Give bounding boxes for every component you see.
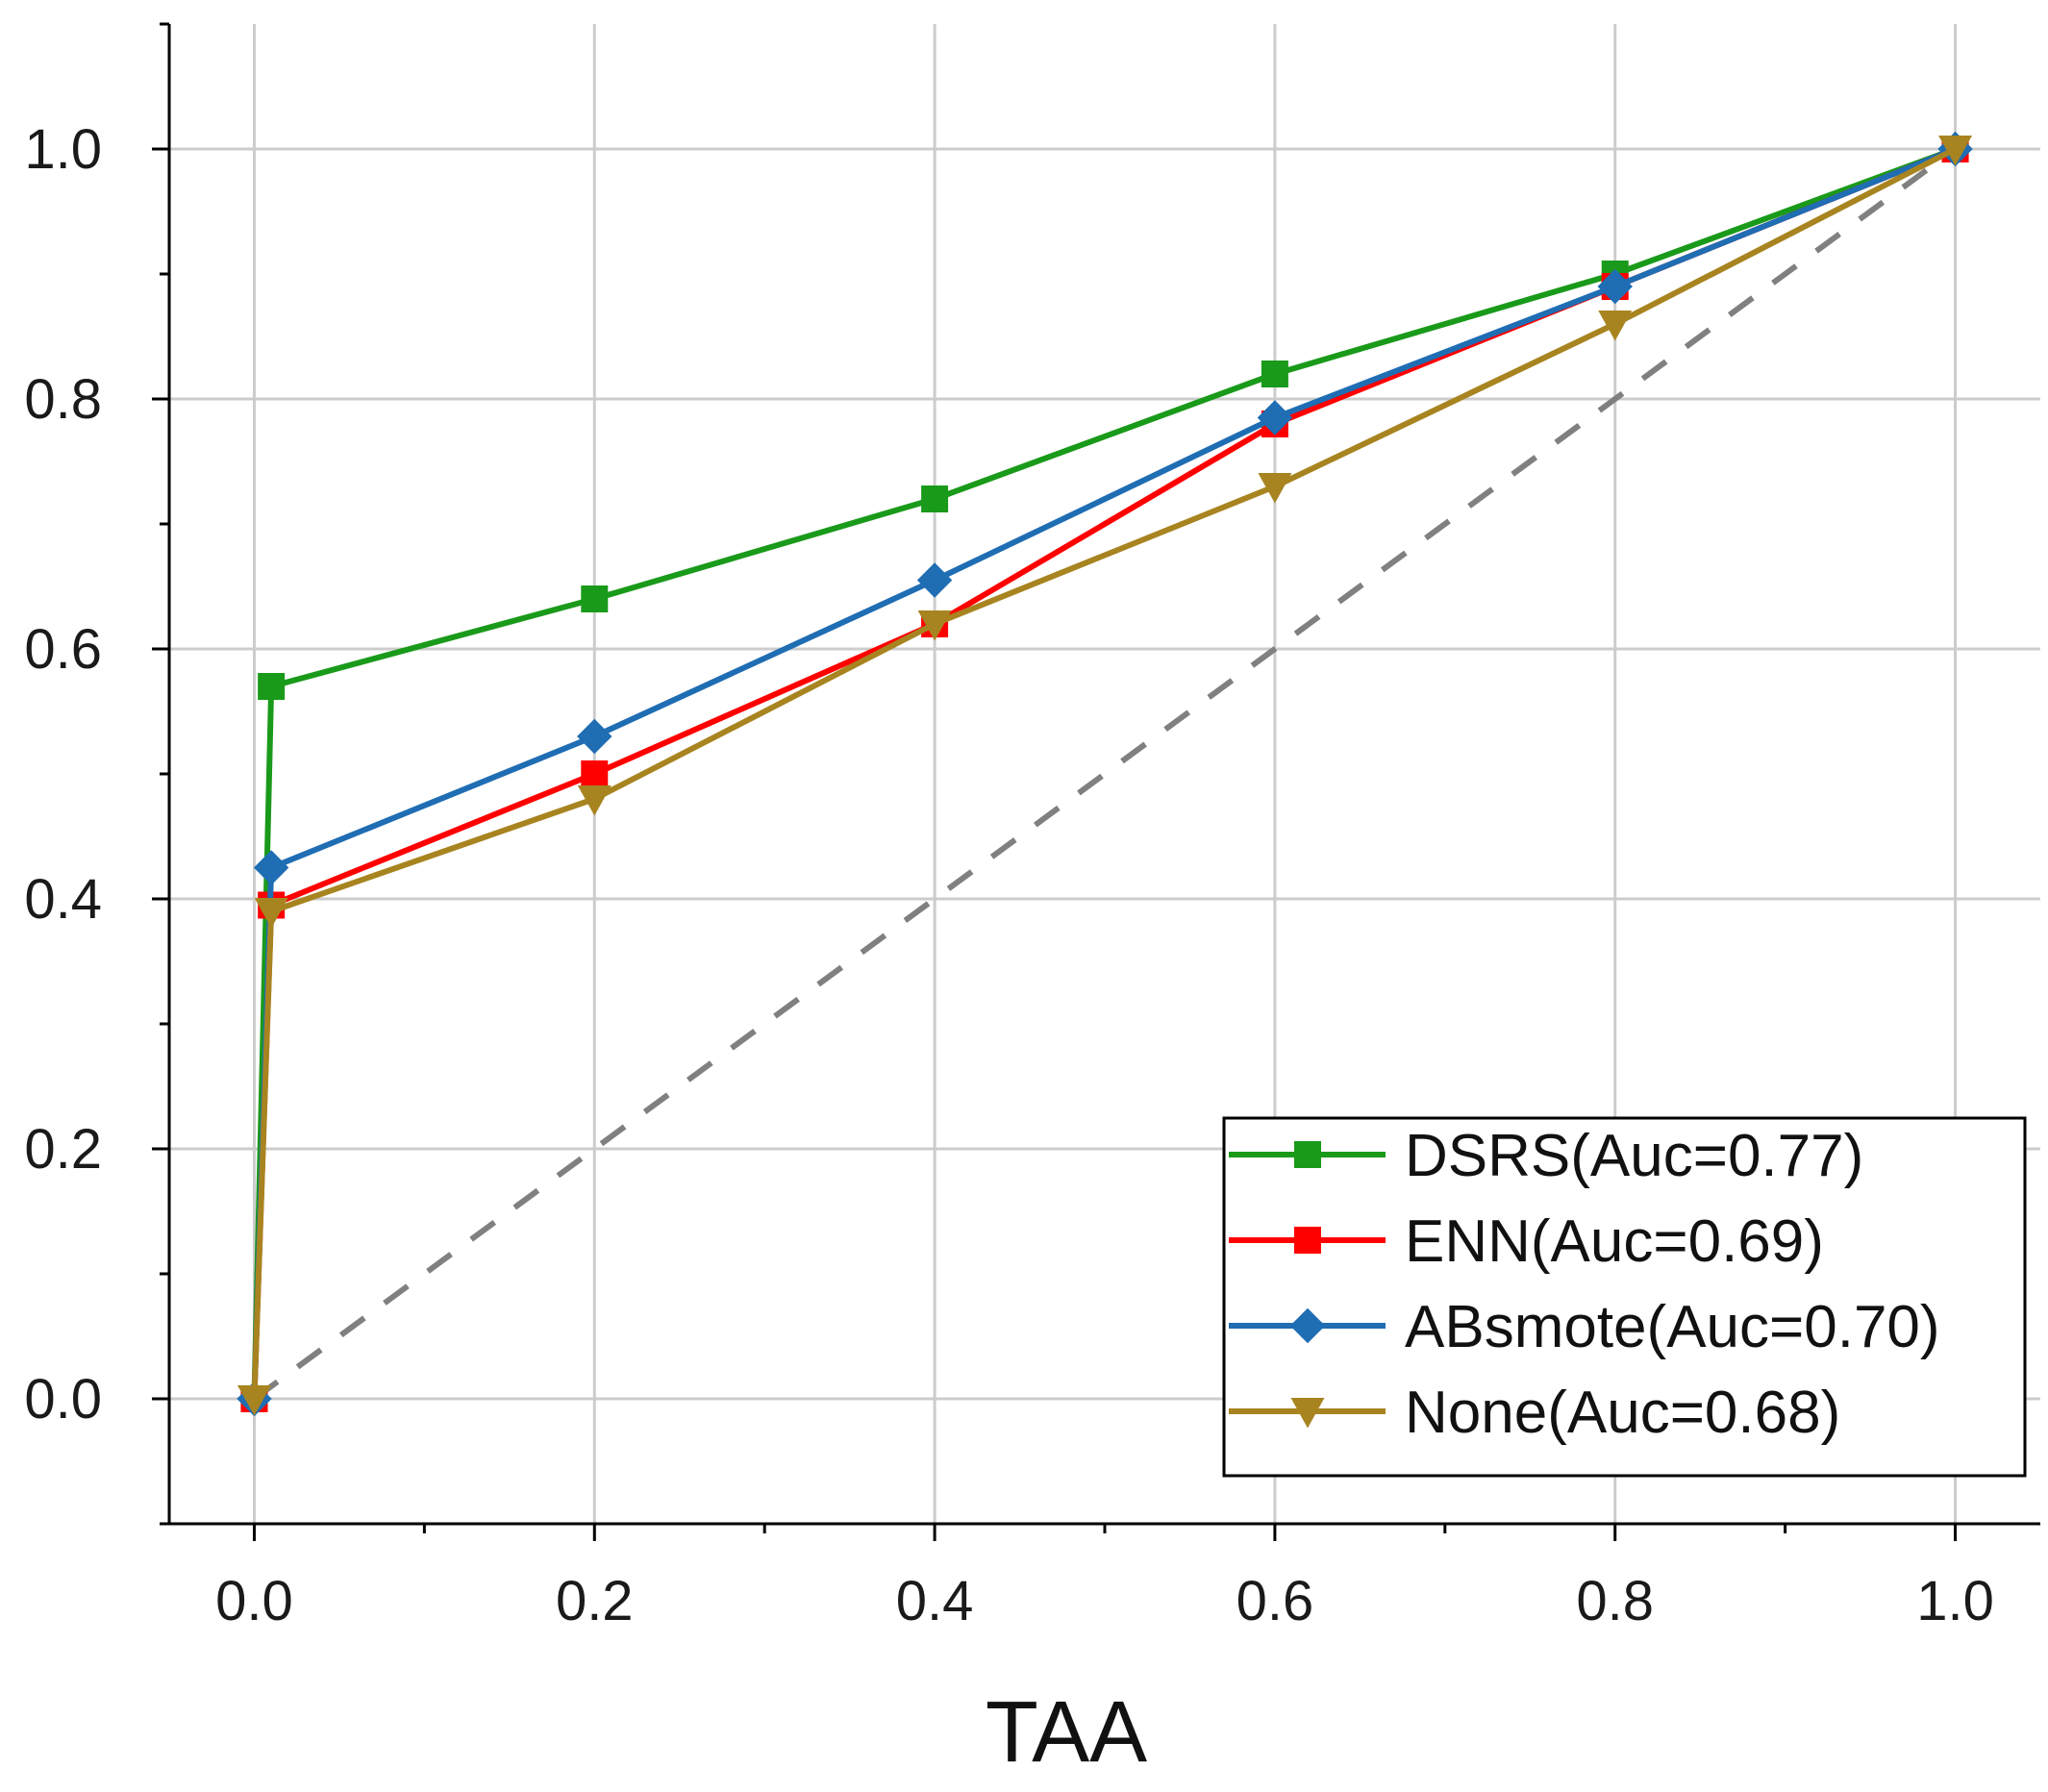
legend-entry-enn: ENN(Auc=0.69) xyxy=(1229,1208,1824,1275)
y-tick-label: 0.6 xyxy=(24,618,102,681)
data-point-none xyxy=(254,898,288,929)
legend-label: ABsmote(Auc=0.70) xyxy=(1405,1294,1940,1360)
y-tick-label: 0.0 xyxy=(24,1368,102,1431)
x-tick-label: 1.0 xyxy=(1916,1570,1994,1632)
data-point-absmote xyxy=(577,718,612,755)
series-none xyxy=(237,136,1973,1416)
y-tick-label: 0.8 xyxy=(24,368,102,431)
data-point-enn xyxy=(581,760,609,787)
data-point-none xyxy=(237,1385,271,1416)
data-point-absmote xyxy=(253,850,289,885)
data-point-dsrs xyxy=(1261,361,1288,387)
grid-layer xyxy=(169,24,2040,1524)
legend-entry-none: None(Auc=0.68) xyxy=(1229,1380,1840,1446)
tick-labels: 0.0 0.2 0.4 0.6 0.8 1.0 0.0 0.2 0.4 0.6 0.8 1.0 xyxy=(24,118,1994,1632)
data-point-dsrs xyxy=(921,485,949,512)
x-tick-label: 0.8 xyxy=(1576,1570,1654,1632)
x-tick-label: 0.0 xyxy=(215,1570,293,1632)
legend-label: ENN(Auc=0.69) xyxy=(1405,1208,1824,1275)
x-tick-label: 0.2 xyxy=(556,1570,634,1632)
data-point-dsrs xyxy=(258,673,286,700)
data-point-dsrs xyxy=(581,585,609,612)
data-point-none xyxy=(1258,473,1292,504)
data-point-none xyxy=(917,610,952,641)
legend-box xyxy=(1222,1116,2027,1478)
axes-layer xyxy=(152,22,2040,1541)
x-axis-title: TAA xyxy=(986,1684,1147,1780)
series-absmote xyxy=(237,131,1973,1417)
legend-label: None(Auc=0.68) xyxy=(1405,1380,1840,1446)
y-tick-label: 0.4 xyxy=(24,868,102,931)
legend-swatch-marker xyxy=(1294,1141,1321,1168)
legend-swatch-marker xyxy=(1294,1227,1321,1254)
series-layer xyxy=(237,131,1973,1417)
reference-diagonal-line xyxy=(252,146,1958,1402)
y-tick-label: 0.2 xyxy=(24,1118,102,1181)
data-point-absmote xyxy=(1257,400,1293,436)
legend: DSRS(Auc=0.77) ENN(Auc=0.69) ABsmote(Auc=0… xyxy=(1222,1116,2027,1478)
x-tick-label: 0.6 xyxy=(1236,1570,1314,1632)
data-point-absmote xyxy=(916,562,953,598)
x-tick-label: 0.4 xyxy=(896,1570,974,1632)
legend-entry-absmote: ABsmote(Auc=0.70) xyxy=(1229,1294,1940,1360)
data-point-none xyxy=(1938,136,1973,166)
legend-swatch-marker xyxy=(1290,1398,1325,1429)
legend-label: DSRS(Auc=0.77) xyxy=(1405,1123,1863,1189)
data-point-absmote xyxy=(1597,268,1633,305)
y-tick-label: 1.0 xyxy=(24,118,102,181)
data-point-none xyxy=(577,785,612,816)
legend-entry-dsrs: DSRS(Auc=0.77) xyxy=(1229,1123,1863,1189)
legend-swatch-marker xyxy=(1289,1307,1326,1344)
data-point-none xyxy=(1598,311,1633,341)
